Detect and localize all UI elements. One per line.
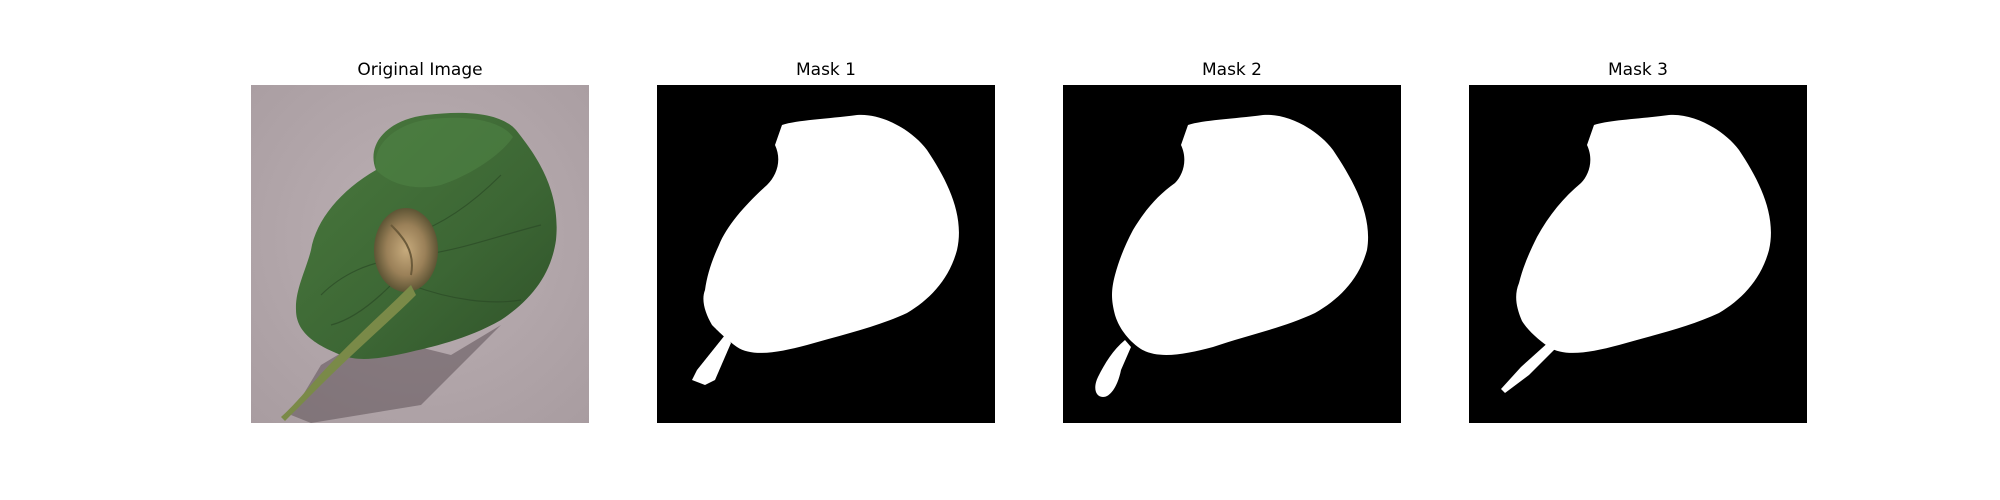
leaf-mask-region <box>1112 114 1369 355</box>
blight-lesion <box>374 208 438 292</box>
lesion-crack <box>390 224 413 276</box>
panel-mask-1: Mask 1 <box>657 58 995 423</box>
mask-2-image <box>1063 85 1401 423</box>
leaf-mask-region <box>703 114 959 353</box>
mask-3-image <box>1469 85 1807 423</box>
original-leaf-photo <box>251 85 589 423</box>
stem-mask-region <box>1095 340 1131 397</box>
upper-leaflet <box>375 117 513 188</box>
mask-1-image <box>657 85 995 423</box>
leaf-stem <box>281 285 416 421</box>
panel-original-image: Original Image <box>251 58 589 423</box>
panel-mask-3: Mask 3 <box>1469 58 1807 423</box>
stem-mask-region <box>692 335 731 385</box>
panel-mask-2: Mask 2 <box>1063 58 1401 423</box>
leaf-mask-region <box>1516 114 1771 353</box>
panel-title: Mask 1 <box>795 60 856 80</box>
stem-mask-region <box>1501 340 1557 393</box>
panel-title: Mask 3 <box>1607 60 1668 80</box>
panel-title: Mask 2 <box>1201 60 1262 80</box>
leaf-shadow <box>291 325 501 423</box>
panel-title: Original Image <box>357 60 483 80</box>
